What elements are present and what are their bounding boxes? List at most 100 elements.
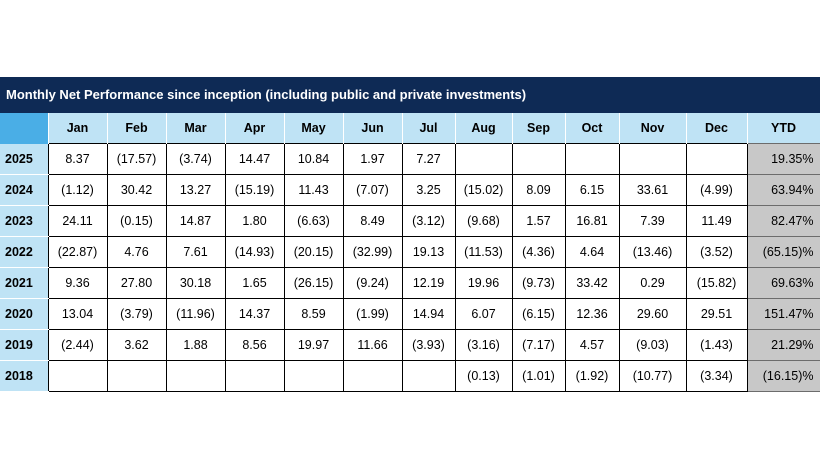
month-value-cell: 7.39 — [618, 205, 687, 237]
month-value-cell: 1.88 — [165, 329, 226, 361]
ytd-cell: 69.63% — [746, 267, 820, 299]
month-value-cell: 14.87 — [165, 205, 226, 237]
month-value-cell: (9.73) — [511, 267, 566, 299]
month-value-cell: 11.49 — [685, 205, 748, 237]
month-value-cell — [401, 360, 456, 392]
month-value-cell: 12.36 — [564, 298, 620, 330]
month-value-cell: (13.46) — [618, 236, 687, 268]
month-value-cell — [47, 360, 108, 392]
month-value-cell: 1.97 — [342, 143, 403, 175]
month-value-cell: 7.27 — [401, 143, 456, 175]
month-value-cell: 8.56 — [224, 329, 285, 361]
month-value-cell: 29.51 — [685, 298, 748, 330]
month-value-cell: (3.34) — [685, 360, 748, 392]
month-value-cell: (14.93) — [224, 236, 285, 268]
month-value-cell: 11.43 — [283, 174, 344, 206]
month-value-cell: (4.36) — [511, 236, 566, 268]
month-value-cell: (10.77) — [618, 360, 687, 392]
month-value-cell: (1.92) — [564, 360, 620, 392]
month-value-cell — [165, 360, 226, 392]
month-value-cell: 1.65 — [224, 267, 285, 299]
month-value-cell: 19.97 — [283, 329, 344, 361]
row-year-label: 2020 — [0, 298, 48, 330]
month-value-cell: 0.29 — [618, 267, 687, 299]
month-value-cell: 6.07 — [454, 298, 513, 330]
month-value-cell — [283, 360, 344, 392]
month-value-cell — [685, 143, 748, 175]
column-header-jul: Jul — [402, 113, 456, 144]
month-value-cell: (4.99) — [685, 174, 748, 206]
table-row: 2020 13.04 (3.79) (11.96) 14.37 8.59 (1.99) 14.… — [0, 298, 820, 330]
row-year-label: 2025 — [0, 143, 48, 175]
month-value-cell: 16.81 — [564, 205, 620, 237]
month-value-cell: 33.61 — [618, 174, 687, 206]
month-value-cell: (9.03) — [618, 329, 687, 361]
month-value-cell: (3.93) — [401, 329, 456, 361]
header-row: Jan Feb Mar Apr May Jun Jul Aug Sep Oct Nov Dec YTD — [0, 113, 820, 144]
month-value-cell: 19.13 — [401, 236, 456, 268]
month-value-cell: (22.87) — [47, 236, 108, 268]
ytd-cell: 21.29% — [746, 329, 820, 361]
table-row: 2022 (22.87) 4.76 7.61 (14.93) (20.15) (32.99)… — [0, 236, 820, 268]
month-value-cell: (32.99) — [342, 236, 403, 268]
month-value-cell: 14.37 — [224, 298, 285, 330]
ytd-cell: 63.94% — [746, 174, 820, 206]
month-value-cell: 4.57 — [564, 329, 620, 361]
month-value-cell — [564, 143, 620, 175]
month-value-cell: (6.63) — [283, 205, 344, 237]
month-value-cell: (3.74) — [165, 143, 226, 175]
month-value-cell: 1.80 — [224, 205, 285, 237]
month-value-cell: (11.53) — [454, 236, 513, 268]
month-value-cell: 11.66 — [342, 329, 403, 361]
month-value-cell: (7.07) — [342, 174, 403, 206]
month-value-cell: (0.15) — [106, 205, 167, 237]
month-value-cell: (1.01) — [511, 360, 566, 392]
table-row: 2023 24.11 (0.15) 14.87 1.80 (6.63) 8.49 (3.12)… — [0, 205, 820, 237]
month-value-cell: (3.12) — [401, 205, 456, 237]
month-value-cell: 8.49 — [342, 205, 403, 237]
month-value-cell: 13.27 — [165, 174, 226, 206]
row-year-label: 2018 — [0, 360, 48, 392]
month-value-cell — [224, 360, 285, 392]
month-value-cell — [342, 360, 403, 392]
table-row: 2021 9.36 27.80 30.18 1.65 (26.15) (9.24) 12.19… — [0, 267, 820, 299]
month-value-cell — [454, 143, 513, 175]
column-header-oct: Oct — [565, 113, 620, 144]
month-value-cell: 8.09 — [511, 174, 566, 206]
row-year-label: 2019 — [0, 329, 48, 361]
ytd-cell: 151.47% — [746, 298, 820, 330]
table-row: 2024 (1.12) 30.42 13.27 (15.19) 11.43 (7.07) 3.… — [0, 174, 820, 206]
ytd-cell: 19.35% — [746, 143, 820, 175]
table-row: 2019 (2.44) 3.62 1.88 8.56 19.97 11.66 (3.93) (3… — [0, 329, 820, 361]
month-value-cell: 30.42 — [106, 174, 167, 206]
month-value-cell: 19.96 — [454, 267, 513, 299]
month-value-cell: (26.15) — [283, 267, 344, 299]
month-value-cell: 9.36 — [47, 267, 108, 299]
month-value-cell: 4.76 — [106, 236, 167, 268]
column-header-jun: Jun — [343, 113, 403, 144]
month-value-cell: (11.96) — [165, 298, 226, 330]
month-value-cell: (2.44) — [47, 329, 108, 361]
performance-table: Monthly Net Performance since inception … — [0, 77, 820, 392]
data-grid: Jan Feb Mar Apr May Jun Jul Aug Sep Oct Nov Dec YTD … — [0, 113, 820, 392]
month-value-cell: (6.15) — [511, 298, 566, 330]
month-value-cell: 10.84 — [283, 143, 344, 175]
month-value-cell: 27.80 — [106, 267, 167, 299]
month-value-cell: (15.82) — [685, 267, 748, 299]
column-header-sep: Sep — [512, 113, 566, 144]
month-value-cell: 8.37 — [47, 143, 108, 175]
month-value-cell: 29.60 — [618, 298, 687, 330]
month-value-cell: 4.64 — [564, 236, 620, 268]
month-value-cell: 24.11 — [47, 205, 108, 237]
header-corner — [0, 113, 49, 144]
table-body: 2025 8.37 (17.57) (3.74) 14.47 10.84 1.97 7.27 1… — [0, 143, 820, 392]
column-header-ytd: YTD — [747, 113, 820, 144]
month-value-cell: 14.47 — [224, 143, 285, 175]
table-title: Monthly Net Performance since inception … — [0, 77, 820, 113]
month-value-cell — [618, 143, 687, 175]
month-value-cell: 30.18 — [165, 267, 226, 299]
month-value-cell: 7.61 — [165, 236, 226, 268]
month-value-cell: 14.94 — [401, 298, 456, 330]
column-header-may: May — [284, 113, 344, 144]
month-value-cell: (9.24) — [342, 267, 403, 299]
